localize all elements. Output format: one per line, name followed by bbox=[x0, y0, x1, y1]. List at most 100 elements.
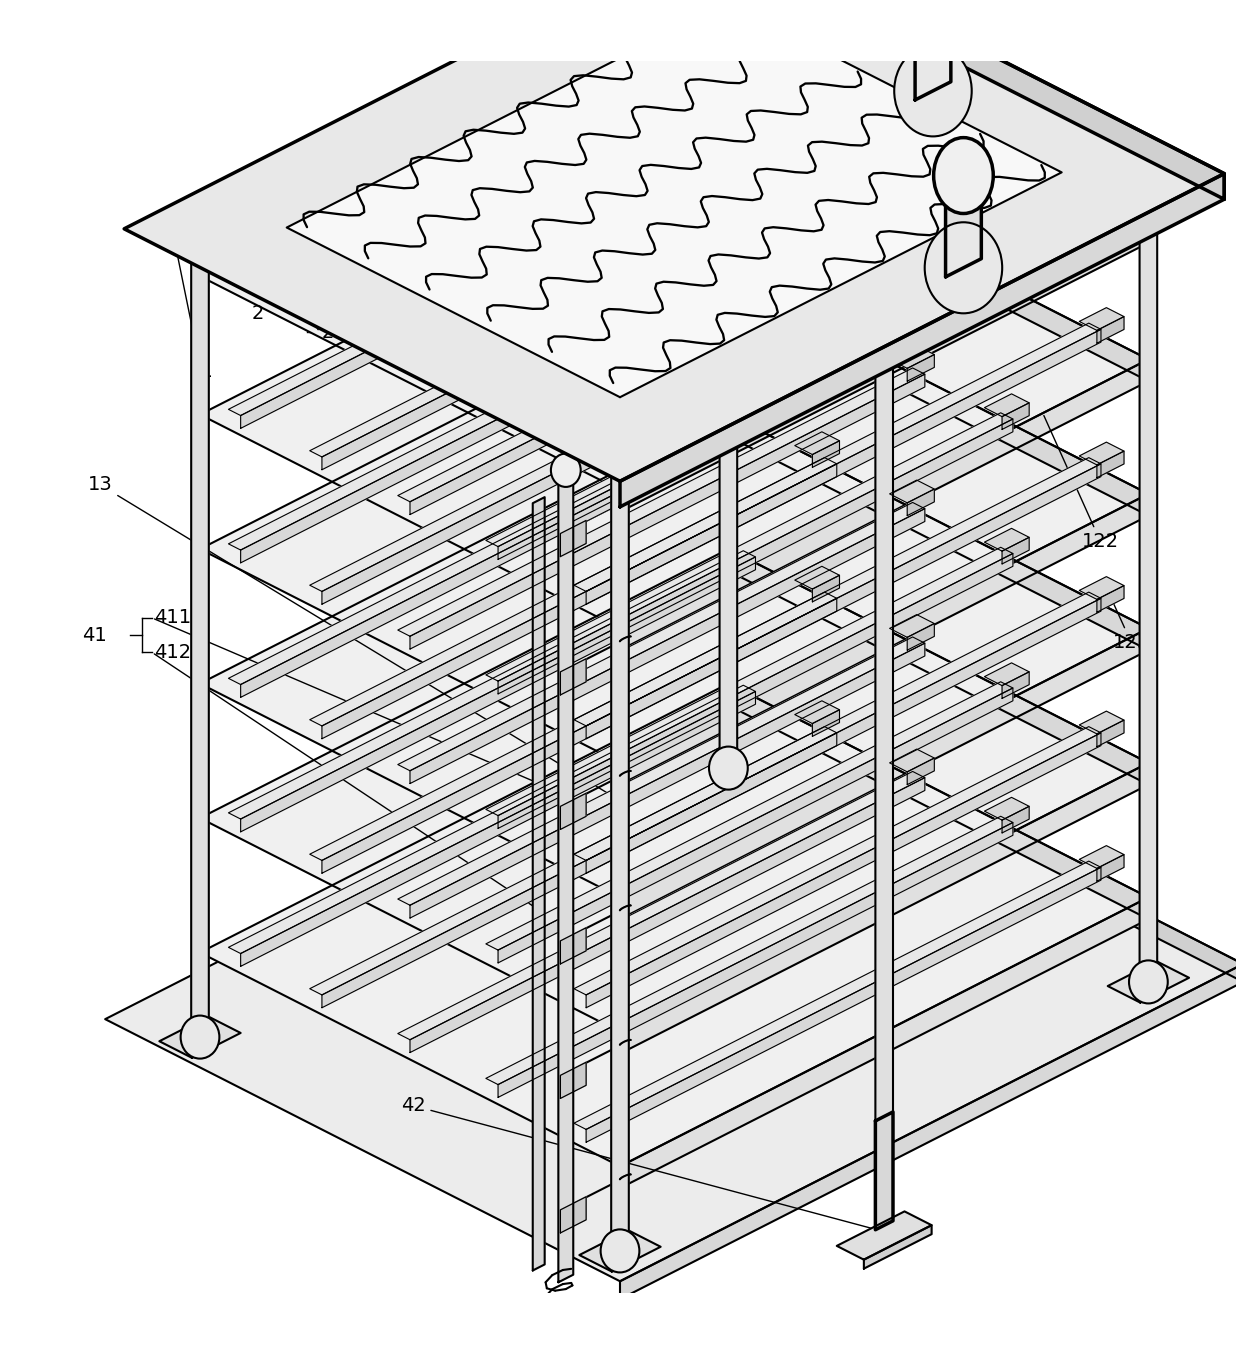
Polygon shape bbox=[719, 0, 738, 773]
Polygon shape bbox=[486, 279, 1013, 547]
Polygon shape bbox=[1002, 807, 1029, 833]
Polygon shape bbox=[1097, 586, 1123, 612]
Ellipse shape bbox=[181, 1016, 219, 1059]
Polygon shape bbox=[728, 701, 1240, 982]
Polygon shape bbox=[1002, 672, 1029, 699]
Ellipse shape bbox=[544, 1336, 574, 1354]
Ellipse shape bbox=[903, 0, 962, 37]
Text: 21: 21 bbox=[322, 322, 347, 341]
Polygon shape bbox=[889, 345, 934, 368]
Polygon shape bbox=[946, 167, 981, 278]
Polygon shape bbox=[410, 777, 925, 1052]
Text: 13: 13 bbox=[88, 475, 618, 799]
Polygon shape bbox=[620, 173, 1224, 506]
Polygon shape bbox=[228, 416, 755, 685]
Polygon shape bbox=[322, 598, 837, 873]
Polygon shape bbox=[553, 1349, 573, 1354]
Polygon shape bbox=[1097, 317, 1123, 343]
Polygon shape bbox=[795, 566, 839, 589]
Ellipse shape bbox=[600, 1229, 640, 1273]
Ellipse shape bbox=[925, 222, 1002, 313]
Polygon shape bbox=[587, 329, 1101, 604]
Polygon shape bbox=[728, 0, 1224, 199]
Polygon shape bbox=[310, 592, 837, 860]
Ellipse shape bbox=[551, 454, 580, 487]
Polygon shape bbox=[498, 418, 1013, 693]
Polygon shape bbox=[579, 1231, 661, 1271]
Polygon shape bbox=[200, 146, 1148, 628]
Polygon shape bbox=[191, 225, 208, 1041]
Polygon shape bbox=[310, 727, 837, 995]
Polygon shape bbox=[200, 280, 1148, 762]
Polygon shape bbox=[322, 195, 837, 470]
Text: 2: 2 bbox=[252, 305, 264, 324]
Polygon shape bbox=[560, 659, 587, 695]
Polygon shape bbox=[160, 1017, 241, 1057]
Text: 123: 123 bbox=[1105, 584, 1149, 653]
Polygon shape bbox=[1002, 403, 1029, 429]
Polygon shape bbox=[908, 221, 934, 246]
Polygon shape bbox=[795, 298, 839, 320]
Polygon shape bbox=[228, 551, 755, 819]
Polygon shape bbox=[558, 466, 573, 1282]
Polygon shape bbox=[410, 374, 925, 649]
Polygon shape bbox=[795, 432, 839, 455]
Text: 12: 12 bbox=[614, 91, 961, 184]
Text: 42: 42 bbox=[401, 1097, 882, 1231]
Polygon shape bbox=[728, 414, 1148, 650]
Polygon shape bbox=[410, 643, 925, 918]
Polygon shape bbox=[398, 636, 925, 906]
Text: 411: 411 bbox=[155, 608, 191, 627]
Polygon shape bbox=[310, 324, 837, 592]
Polygon shape bbox=[200, 7, 1148, 490]
Polygon shape bbox=[398, 502, 925, 770]
Polygon shape bbox=[587, 868, 1101, 1143]
Polygon shape bbox=[728, 146, 1148, 382]
Polygon shape bbox=[728, 7, 1148, 242]
Polygon shape bbox=[1002, 268, 1029, 295]
Polygon shape bbox=[398, 233, 925, 502]
Polygon shape bbox=[410, 509, 925, 784]
Polygon shape bbox=[410, 240, 925, 515]
Polygon shape bbox=[875, 303, 893, 1121]
Polygon shape bbox=[728, 280, 1148, 516]
Polygon shape bbox=[587, 598, 1101, 873]
Polygon shape bbox=[1079, 846, 1123, 868]
Ellipse shape bbox=[867, 288, 901, 328]
Polygon shape bbox=[498, 688, 1013, 963]
Polygon shape bbox=[498, 554, 1013, 829]
Polygon shape bbox=[533, 497, 544, 1270]
Polygon shape bbox=[812, 306, 839, 333]
Polygon shape bbox=[1097, 720, 1123, 746]
Polygon shape bbox=[864, 1225, 931, 1269]
Polygon shape bbox=[985, 394, 1029, 417]
Polygon shape bbox=[620, 964, 1240, 1300]
Polygon shape bbox=[587, 464, 1101, 739]
Polygon shape bbox=[560, 1197, 587, 1233]
Text: 412: 412 bbox=[155, 643, 191, 662]
Polygon shape bbox=[688, 747, 769, 789]
Polygon shape bbox=[611, 439, 629, 1255]
Polygon shape bbox=[1079, 711, 1123, 734]
Polygon shape bbox=[915, 0, 951, 100]
Polygon shape bbox=[498, 822, 1013, 1097]
Ellipse shape bbox=[1131, 154, 1166, 194]
Polygon shape bbox=[985, 260, 1029, 282]
Polygon shape bbox=[985, 798, 1029, 821]
Polygon shape bbox=[574, 324, 1101, 592]
Text: 11: 11 bbox=[170, 215, 213, 380]
Polygon shape bbox=[486, 682, 1013, 951]
Polygon shape bbox=[486, 816, 1013, 1085]
Polygon shape bbox=[1079, 577, 1123, 600]
Polygon shape bbox=[812, 172, 839, 199]
Polygon shape bbox=[574, 592, 1101, 860]
Polygon shape bbox=[875, 1112, 893, 1229]
Polygon shape bbox=[200, 684, 1148, 1166]
Ellipse shape bbox=[934, 138, 993, 214]
Polygon shape bbox=[795, 162, 839, 185]
Polygon shape bbox=[908, 758, 934, 785]
Polygon shape bbox=[1097, 451, 1123, 478]
Polygon shape bbox=[322, 464, 837, 739]
Polygon shape bbox=[889, 749, 934, 772]
Polygon shape bbox=[620, 359, 1148, 650]
